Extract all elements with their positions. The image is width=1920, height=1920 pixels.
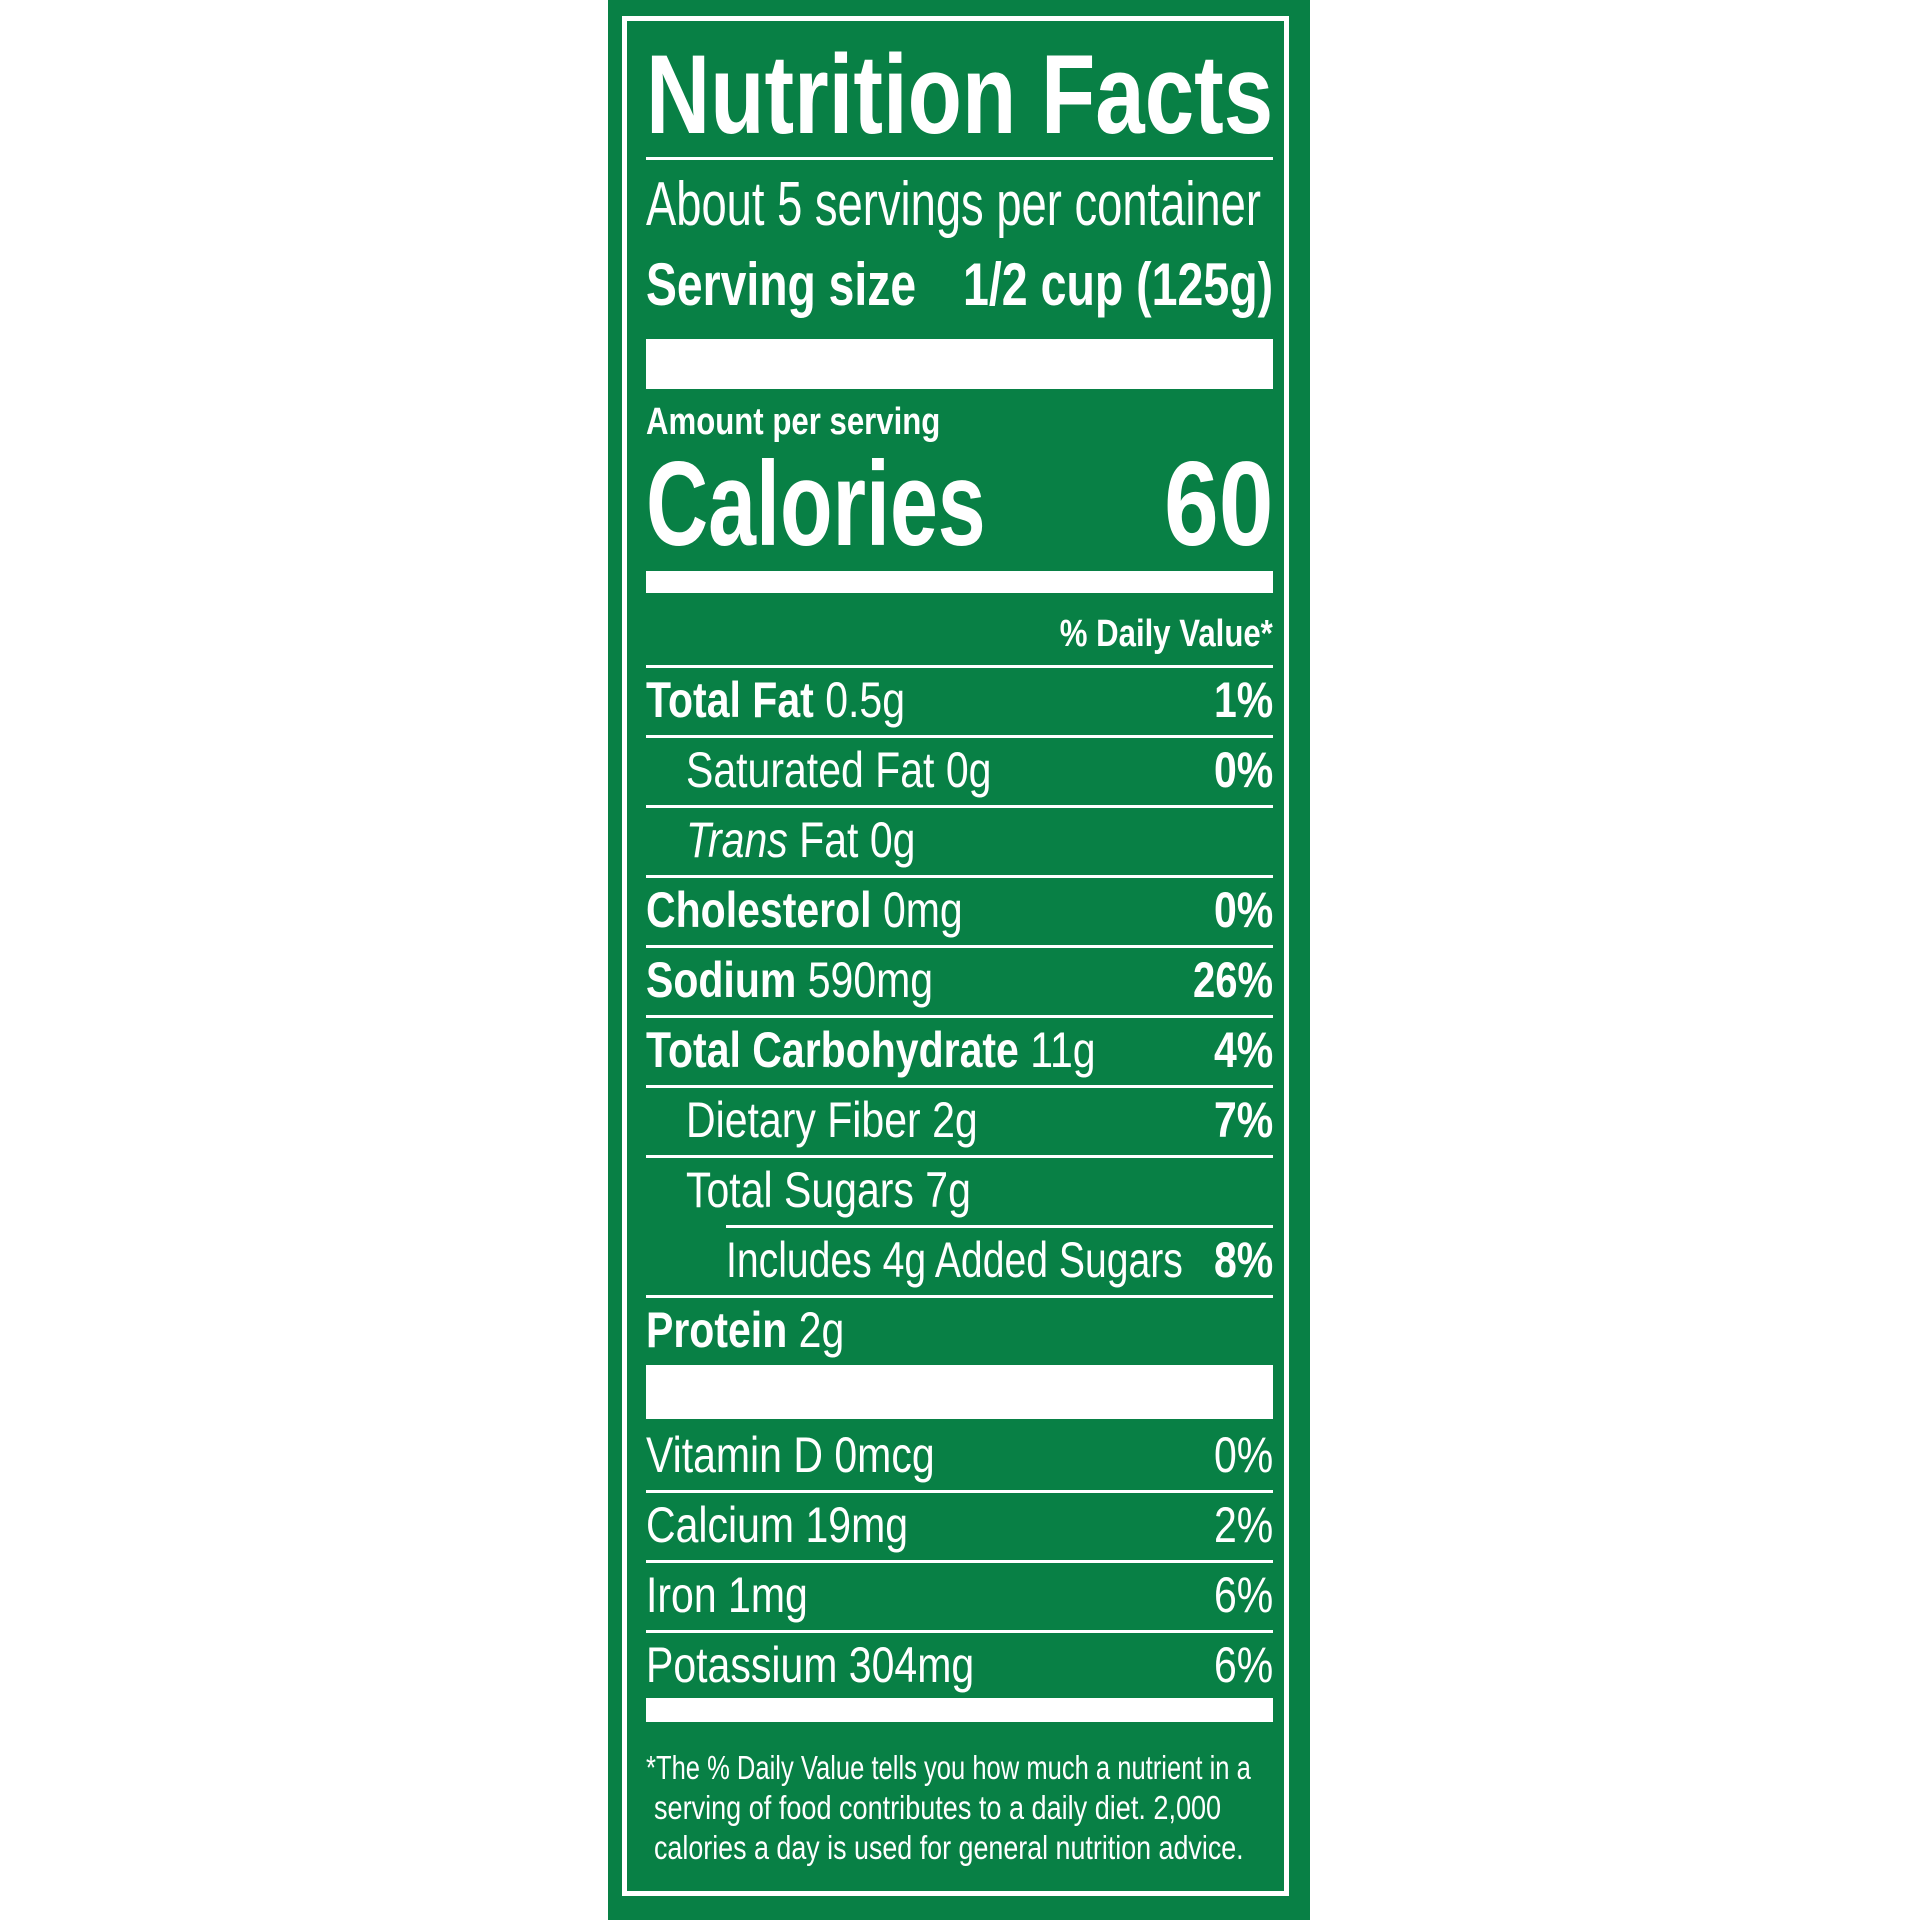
divider	[646, 157, 1273, 160]
row-divider	[646, 735, 1273, 738]
vitamin-daily-value: 0%	[1213, 1427, 1273, 1483]
nutrient-amount: 0g	[945, 742, 992, 798]
label-title: Nutrition Facts	[646, 36, 1273, 154]
vitamin-row: Vitamin D 0mcg 0%	[646, 1423, 1273, 1493]
vitamin-daily-value: 2%	[1213, 1497, 1273, 1553]
nutrition-label	[608, 0, 1310, 1920]
vitamin-text: Calcium 19mg	[646, 1497, 909, 1553]
serving-size-value: 1/2 cup (125g)	[962, 251, 1273, 318]
row-divider	[646, 945, 1273, 948]
row-divider	[646, 1085, 1273, 1088]
servings-per-container: About 5 servings per container	[646, 170, 1273, 240]
nutrient-row: Total Sugars 7g	[646, 1158, 1273, 1228]
vitamin-text: Potassium 304mg	[646, 1637, 975, 1693]
nutrient-row: Includes 4g Added Sugars 8%	[646, 1228, 1273, 1298]
daily-value-header: % Daily Value*	[646, 612, 1273, 656]
thick-divider	[646, 1698, 1273, 1722]
row-divider	[726, 1225, 1273, 1228]
vitamin-row: Potassium 304mg 6%	[646, 1633, 1273, 1703]
nutrient-amount: 0mg	[882, 882, 963, 938]
calories-row: Calories 60	[646, 437, 1273, 571]
nutrient-daily-value: 8%	[1213, 1232, 1273, 1288]
nutrient-daily-value: 0%	[1213, 882, 1273, 938]
footnote-line: *The % Daily Value tells you how much a …	[646, 1749, 1251, 1786]
nutrient-row: Cholesterol 0mg 0%	[646, 878, 1273, 948]
nutrient-row: Protein 2g	[646, 1298, 1273, 1368]
nutrient-daily-value: 7%	[1213, 1092, 1273, 1148]
nutrient-row: Dietary Fiber 2g 7%	[646, 1088, 1273, 1158]
nutrient-amount: 0.5g	[825, 672, 906, 728]
row-divider	[646, 1560, 1273, 1563]
row-divider	[646, 1295, 1273, 1298]
nutrient-amount: 2g	[932, 1092, 978, 1148]
row-divider	[646, 1630, 1273, 1633]
nutrient-name: Total Fat	[646, 672, 814, 728]
servings-text: About 5 servings per container	[646, 170, 1261, 239]
thick-divider	[646, 1365, 1273, 1419]
nutrient-name: Dietary Fiber	[686, 1092, 921, 1148]
nutrient-row: Total Carbohydrate 11g 4%	[646, 1018, 1273, 1088]
nutrient-name: Sodium	[646, 952, 797, 1008]
thick-divider	[646, 339, 1273, 389]
nutrient-row: Total Fat 0.5g 1%	[646, 668, 1273, 738]
nutrient-name: Total Carbohydrate	[646, 1022, 1019, 1078]
row-divider	[646, 875, 1273, 878]
vitamin-text: Vitamin D 0mcg	[646, 1427, 935, 1483]
nutrient-amount: 590mg	[807, 952, 934, 1008]
nutrient-amount: 11g	[1030, 1022, 1096, 1078]
row-divider	[646, 1155, 1273, 1158]
serving-size-label: Serving size	[646, 251, 917, 318]
row-divider	[646, 805, 1273, 808]
vitamin-daily-value: 6%	[1213, 1637, 1273, 1693]
nutrient-name: Fat	[799, 812, 859, 868]
nutrient-name: Includes 4g Added Sugars	[726, 1232, 1183, 1288]
nutrient-amount: 7g	[925, 1162, 971, 1218]
thick-divider	[646, 571, 1273, 593]
nutrient-row: Trans Fat 0g	[646, 808, 1273, 878]
nutrient-daily-value: 4%	[1213, 1022, 1273, 1078]
nutrient-name: Cholesterol	[646, 882, 872, 938]
nutrient-row: Sodium 590mg 26%	[646, 948, 1273, 1018]
footnote: *The % Daily Value tells you how much a …	[646, 1748, 1273, 1868]
label-border	[622, 16, 1289, 1896]
row-divider	[646, 665, 1273, 668]
nutrient-name: Total Sugars	[686, 1162, 914, 1218]
footnote-line: serving of food contributes to a daily d…	[654, 1789, 1222, 1826]
nutrient-row: Saturated Fat 0g 0%	[646, 738, 1273, 808]
row-divider	[646, 1490, 1273, 1493]
row-divider	[646, 1015, 1273, 1018]
vitamin-row: Iron 1mg 6%	[646, 1563, 1273, 1633]
nutrient-name: Protein	[646, 1302, 788, 1358]
nutrient-amount: 2g	[798, 1302, 845, 1358]
vitamin-text: Iron 1mg	[646, 1567, 808, 1623]
daily-value-header-text: % Daily Value*	[1059, 613, 1273, 655]
nutrient-amount: 0g	[869, 812, 916, 868]
amount-per-serving: Amount per serving	[646, 402, 1273, 442]
nutrient-daily-value: 1%	[1213, 672, 1273, 728]
calories-label: Calories	[646, 437, 986, 571]
serving-size: Serving size 1/2 cup (125g)	[646, 250, 1273, 320]
nutrient-name: Saturated Fat	[686, 742, 935, 798]
vitamin-daily-value: 6%	[1213, 1567, 1273, 1623]
footnote-line: calories a day is used for general nutri…	[654, 1829, 1244, 1866]
calories-value: 60	[1163, 437, 1273, 571]
title-text: Nutrition Facts	[646, 32, 1274, 157]
vitamin-row: Calcium 19mg 2%	[646, 1493, 1273, 1563]
nutrient-daily-value: 0%	[1213, 742, 1273, 798]
nutrient-daily-value: 26%	[1192, 952, 1273, 1008]
amount-per-serving-text: Amount per serving	[646, 401, 941, 443]
nutrient-name: Trans	[686, 812, 788, 868]
